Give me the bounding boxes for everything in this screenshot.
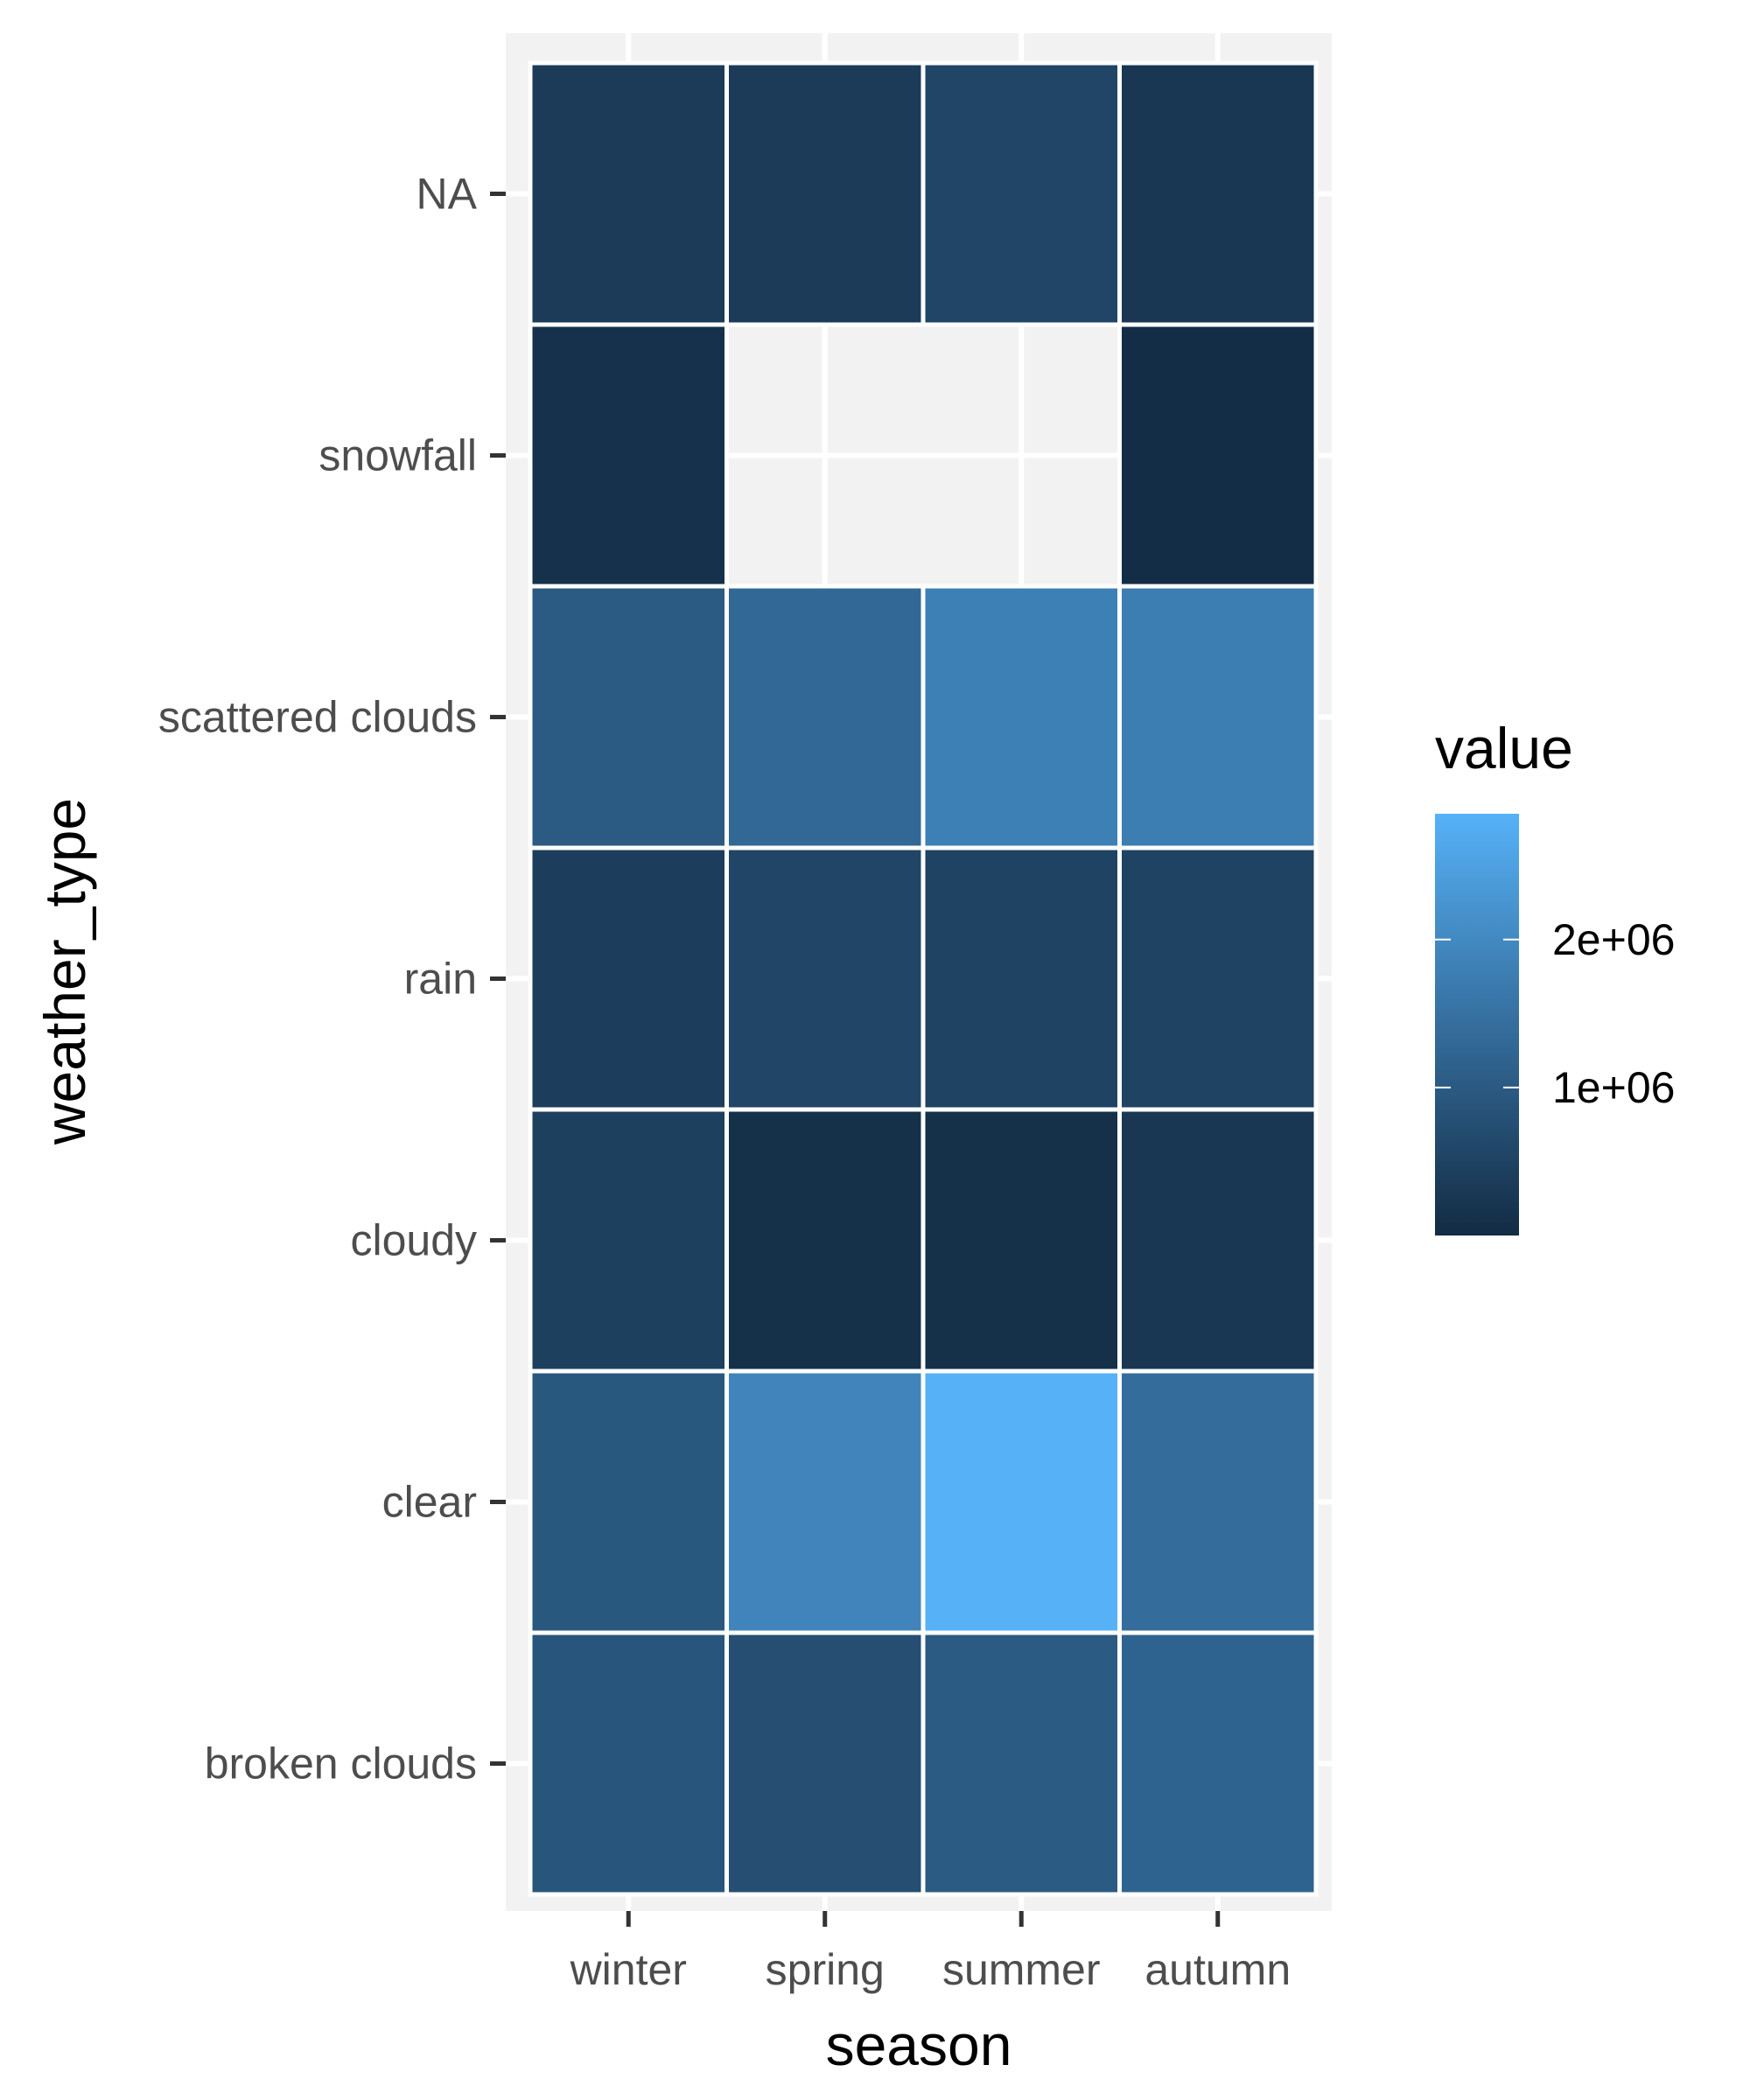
heatmap-tile [724,1107,926,1374]
y-tick-label: NA [416,170,478,219]
y-tick-label: scattered clouds [158,693,477,742]
heatmap-tile [1117,1368,1319,1635]
heatmap-tile [724,1630,926,1897]
heatmap-tile [724,584,926,850]
heatmap-tile [1117,845,1319,1112]
legend: value 1e+06 2e+06 [1435,716,1675,1236]
heatmap-tile [724,845,926,1112]
heatmap-tile [1117,60,1319,327]
heatmap-tile [920,845,1122,1112]
x-axis: winter spring summer autumn [570,1911,1291,1994]
x-axis-title: season [826,2012,1012,2077]
heatmap-tile [1117,584,1319,850]
heatmap-tile [528,1630,729,1897]
heatmap-tile [1117,1630,1319,1897]
heatmap-tile [920,60,1122,327]
y-tick-label: snowfall [318,431,477,480]
legend-ticks: 1e+06 2e+06 [1435,915,1675,1112]
y-tick-label: cloudy [350,1216,477,1265]
y-tick-label: broken clouds [205,1740,477,1788]
heatmap-tile [528,322,729,589]
legend-tick-label: 1e+06 [1552,1063,1675,1112]
heatmap-tile [528,845,729,1112]
x-tick-label: summer [942,1945,1101,1994]
heatmap-tile [724,1368,926,1635]
heatmap-tile [920,1368,1122,1635]
y-tick-label: rain [404,955,477,1004]
heatmap-tile [528,1107,729,1374]
heatmap-tile [1117,322,1319,589]
legend-tick-label: 2e+06 [1552,915,1675,964]
y-tick-label: clear [382,1478,477,1527]
x-tick-label: spring [766,1945,885,1994]
heatmap-tile [528,1368,729,1635]
legend-colorbar [1435,814,1519,1236]
x-tick-label: winter [570,1945,687,1994]
y-axis-title: weather_type [32,798,97,1145]
heatmap-tile [528,60,729,327]
heatmap-tile [1117,1107,1319,1374]
heatmap-tiles [528,60,1319,1897]
x-tick-label: autumn [1144,1945,1291,1994]
heatmap-tile [724,60,926,327]
heatmap-tile [920,1107,1122,1374]
legend-title: value [1435,716,1573,780]
y-axis: broken clouds clear cloudy rain scattered cl… [158,170,506,1788]
heatmap-tile [528,584,729,850]
heatmap-tile [920,1630,1122,1897]
heatmap-tile [920,584,1122,850]
